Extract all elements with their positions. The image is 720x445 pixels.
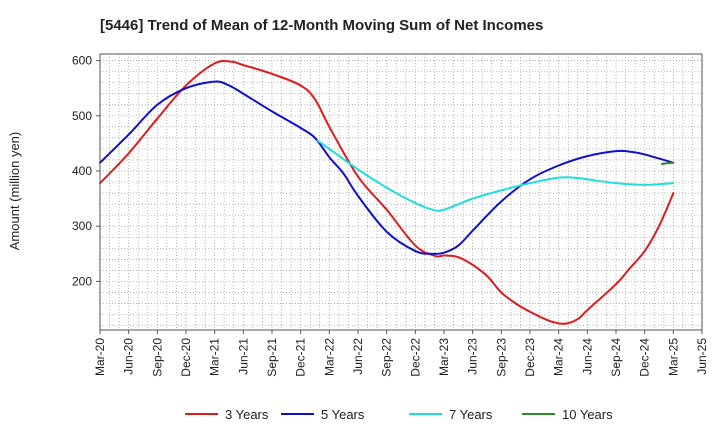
y-tick-label: 300 — [72, 219, 92, 233]
x-tick-label: Jun-20 — [122, 338, 136, 375]
series-line-3-years — [99, 59, 675, 325]
legend-label: 5 Years — [321, 407, 365, 422]
x-tick-label: Sep-22 — [380, 338, 394, 377]
y-axis-label: Amount (million yen) — [7, 132, 22, 251]
x-tick-label: Mar-21 — [208, 338, 222, 376]
legend-label: 10 Years — [562, 407, 613, 422]
x-tick-label: Jun-23 — [466, 338, 480, 375]
legend-item-7-years: 7 Years — [409, 407, 493, 422]
x-tick-label: Mar-25 — [666, 338, 680, 376]
x-tick-label: Sep-20 — [150, 338, 164, 377]
series-layer — [99, 59, 675, 325]
x-tick-label: Sep-21 — [265, 338, 279, 377]
x-tick-label: Jun-21 — [236, 338, 250, 375]
x-tick-label: Dec-21 — [294, 338, 308, 377]
y-tick-label: 600 — [72, 54, 92, 68]
series-line-10-years — [660, 161, 675, 165]
x-tick-label: Dec-24 — [638, 338, 652, 377]
x-tick-label: Sep-23 — [494, 338, 508, 377]
plot-frame — [99, 53, 703, 331]
x-tick-label: Mar-24 — [552, 338, 566, 376]
x-tick-label: Dec-22 — [408, 338, 422, 377]
series-line-5-years — [99, 80, 675, 255]
y-tick-label: 500 — [72, 109, 92, 123]
chart-title: [5446] Trend of Mean of 12-Month Moving … — [100, 17, 543, 34]
y-ticks: 200 300 400 500 600 — [72, 54, 100, 288]
x-tick-label: Sep-24 — [609, 338, 623, 377]
x-ticks: Mar-20 Jun-20 Sep-20 Dec-20 Mar-21 Jun-21 Sep-… — [93, 330, 709, 377]
series-line-7-years — [316, 139, 675, 212]
legend-label: 3 Years — [225, 407, 269, 422]
x-tick-label: Jun-25 — [695, 338, 709, 375]
y-tick-label: 200 — [72, 274, 92, 288]
legend-label: 7 Years — [449, 407, 493, 422]
x-tick-label: Dec-20 — [179, 338, 193, 377]
x-tick-label: Mar-22 — [322, 338, 336, 376]
y-tick-label: 400 — [72, 164, 92, 178]
x-tick-label: Jun-24 — [580, 338, 594, 375]
legend-item-5-years: 5 Years — [281, 407, 365, 422]
x-tick-label: Dec-23 — [523, 338, 537, 377]
legend: 3 Years 5 Years 7 Years 10 Years — [185, 407, 613, 422]
x-tick-label: Mar-23 — [437, 338, 451, 376]
x-tick-label: Jun-22 — [351, 338, 365, 375]
legend-item-10-years: 10 Years — [522, 407, 613, 422]
x-tick-label: Mar-20 — [93, 338, 107, 376]
legend-item-3-years: 3 Years — [185, 407, 269, 422]
